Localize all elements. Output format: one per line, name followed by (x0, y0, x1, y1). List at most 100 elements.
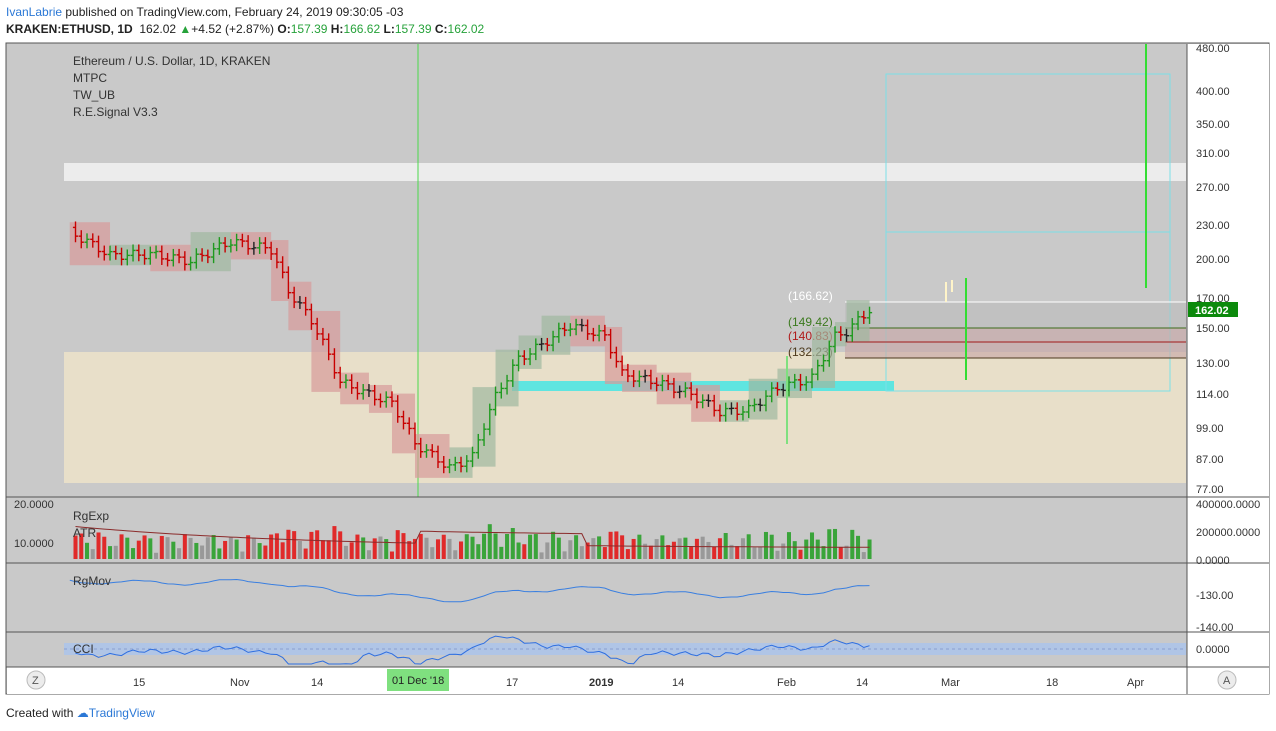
volume-bar (435, 539, 441, 559)
tradingview-logo-icon[interactable]: ☁ (76, 706, 89, 720)
volume-bar (821, 546, 826, 559)
volume-bar (723, 533, 728, 559)
price-tick: 77.00 (1196, 484, 1224, 496)
signal-box (311, 310, 341, 392)
footer-text: Created with (6, 706, 74, 720)
signal-box (449, 447, 473, 478)
volume-bar (585, 542, 590, 559)
volume-bar (280, 542, 285, 559)
last-price-badge-text: 162.02 (1195, 305, 1229, 317)
volume-bar (430, 547, 435, 559)
volume-bar (286, 529, 291, 559)
projection-box-outer (885, 73, 1171, 392)
time-label: 14 (672, 677, 684, 689)
volume-bar (177, 548, 182, 559)
volume-bar (556, 537, 561, 559)
zoom-button-label[interactable]: Z (32, 675, 39, 687)
signal-box (69, 222, 111, 266)
volume-bar (464, 534, 469, 559)
volume-bar (349, 542, 354, 559)
mov-right-tick: -140.00 (1196, 622, 1233, 634)
volume-bar (73, 535, 78, 559)
author-link[interactable]: IvanLabrie (6, 5, 63, 19)
volume-bar (694, 538, 699, 559)
high-value: 166.62 (343, 22, 381, 36)
volume-bar (332, 526, 337, 559)
volume-bar (447, 538, 452, 559)
price-tick: 150.00 (1196, 323, 1230, 335)
volume-bar (407, 541, 412, 559)
signal-boxes (69, 222, 870, 478)
volume-bar (671, 541, 676, 559)
volume-bar (856, 535, 861, 559)
signal-box (391, 393, 415, 454)
symbol-label: KRAKEN:ETHUSD, 1D (6, 22, 133, 36)
volume-bar (631, 538, 636, 559)
volume-bar (217, 548, 222, 559)
volume-bar (384, 539, 389, 559)
volume-bar (424, 537, 429, 559)
volume-bar (194, 542, 199, 559)
price-tick: 87.00 (1196, 454, 1224, 466)
last-price: 162.02 (139, 22, 177, 36)
price-tick: 200.00 (1196, 254, 1230, 266)
time-label: Apr (1127, 677, 1144, 689)
volume-bar (648, 545, 653, 559)
volume-bar (752, 547, 757, 559)
volume-bar (205, 537, 210, 559)
volume-bar (401, 533, 406, 559)
low-label: L: (383, 22, 395, 36)
volume-bar (389, 551, 394, 559)
indicator-mtpc[interactable]: MTPC (73, 71, 107, 85)
volume-bar (637, 534, 642, 559)
beige-support-zone (64, 352, 1186, 483)
signal-box (604, 327, 623, 385)
projection-box-inner (885, 231, 1171, 392)
volume-bar (142, 535, 147, 559)
signal-box (110, 244, 151, 266)
price-tick: 350.00 (1196, 119, 1230, 131)
signal-box (340, 372, 369, 405)
time-highlight (387, 669, 449, 691)
volume-bar (96, 532, 101, 559)
indicator-resignal[interactable]: R.E.Signal V3.3 (73, 105, 158, 119)
cyan-zone (512, 381, 894, 391)
volume-bar (131, 548, 136, 559)
zoom-button[interactable] (26, 670, 46, 690)
volume-bar (395, 530, 400, 559)
time-label: 15 (133, 677, 145, 689)
tradingview-link[interactable]: TradingView (88, 706, 155, 720)
auto-scale-button[interactable] (1217, 670, 1237, 690)
level-label-166: (166.62) (788, 289, 833, 303)
volume-bar (136, 540, 141, 559)
volume-bar (689, 546, 694, 559)
volume-bar (125, 537, 130, 559)
time-label: 2019 (589, 677, 613, 689)
volume-bar (591, 538, 596, 559)
volume-bar (597, 536, 602, 559)
footer: Created with ☁TradingView (6, 705, 155, 721)
volume-bar (274, 533, 279, 559)
volume-bar (792, 541, 797, 559)
volume-bar (706, 541, 711, 559)
volume-bar (269, 534, 274, 559)
open-value: 157.39 (290, 22, 328, 36)
signal-box (570, 315, 605, 347)
volume-bar (355, 534, 360, 559)
volume-bar (769, 534, 774, 559)
volume-bar (729, 544, 734, 559)
price-tick: 230.00 (1196, 220, 1230, 232)
time-label: 14 (856, 677, 868, 689)
volume-bar (758, 546, 763, 559)
volume-bar (251, 537, 256, 559)
indicator-twub[interactable]: TW_UB (73, 88, 115, 102)
level-label-132: (132.23) (788, 345, 833, 359)
volume-bar (528, 534, 533, 559)
signal-box (835, 322, 847, 347)
volume-bar (102, 536, 107, 559)
volume-bar (867, 539, 872, 559)
volume-bar (608, 531, 613, 559)
high-label: H: (330, 22, 344, 36)
auto-scale-label[interactable]: A (1223, 675, 1231, 687)
